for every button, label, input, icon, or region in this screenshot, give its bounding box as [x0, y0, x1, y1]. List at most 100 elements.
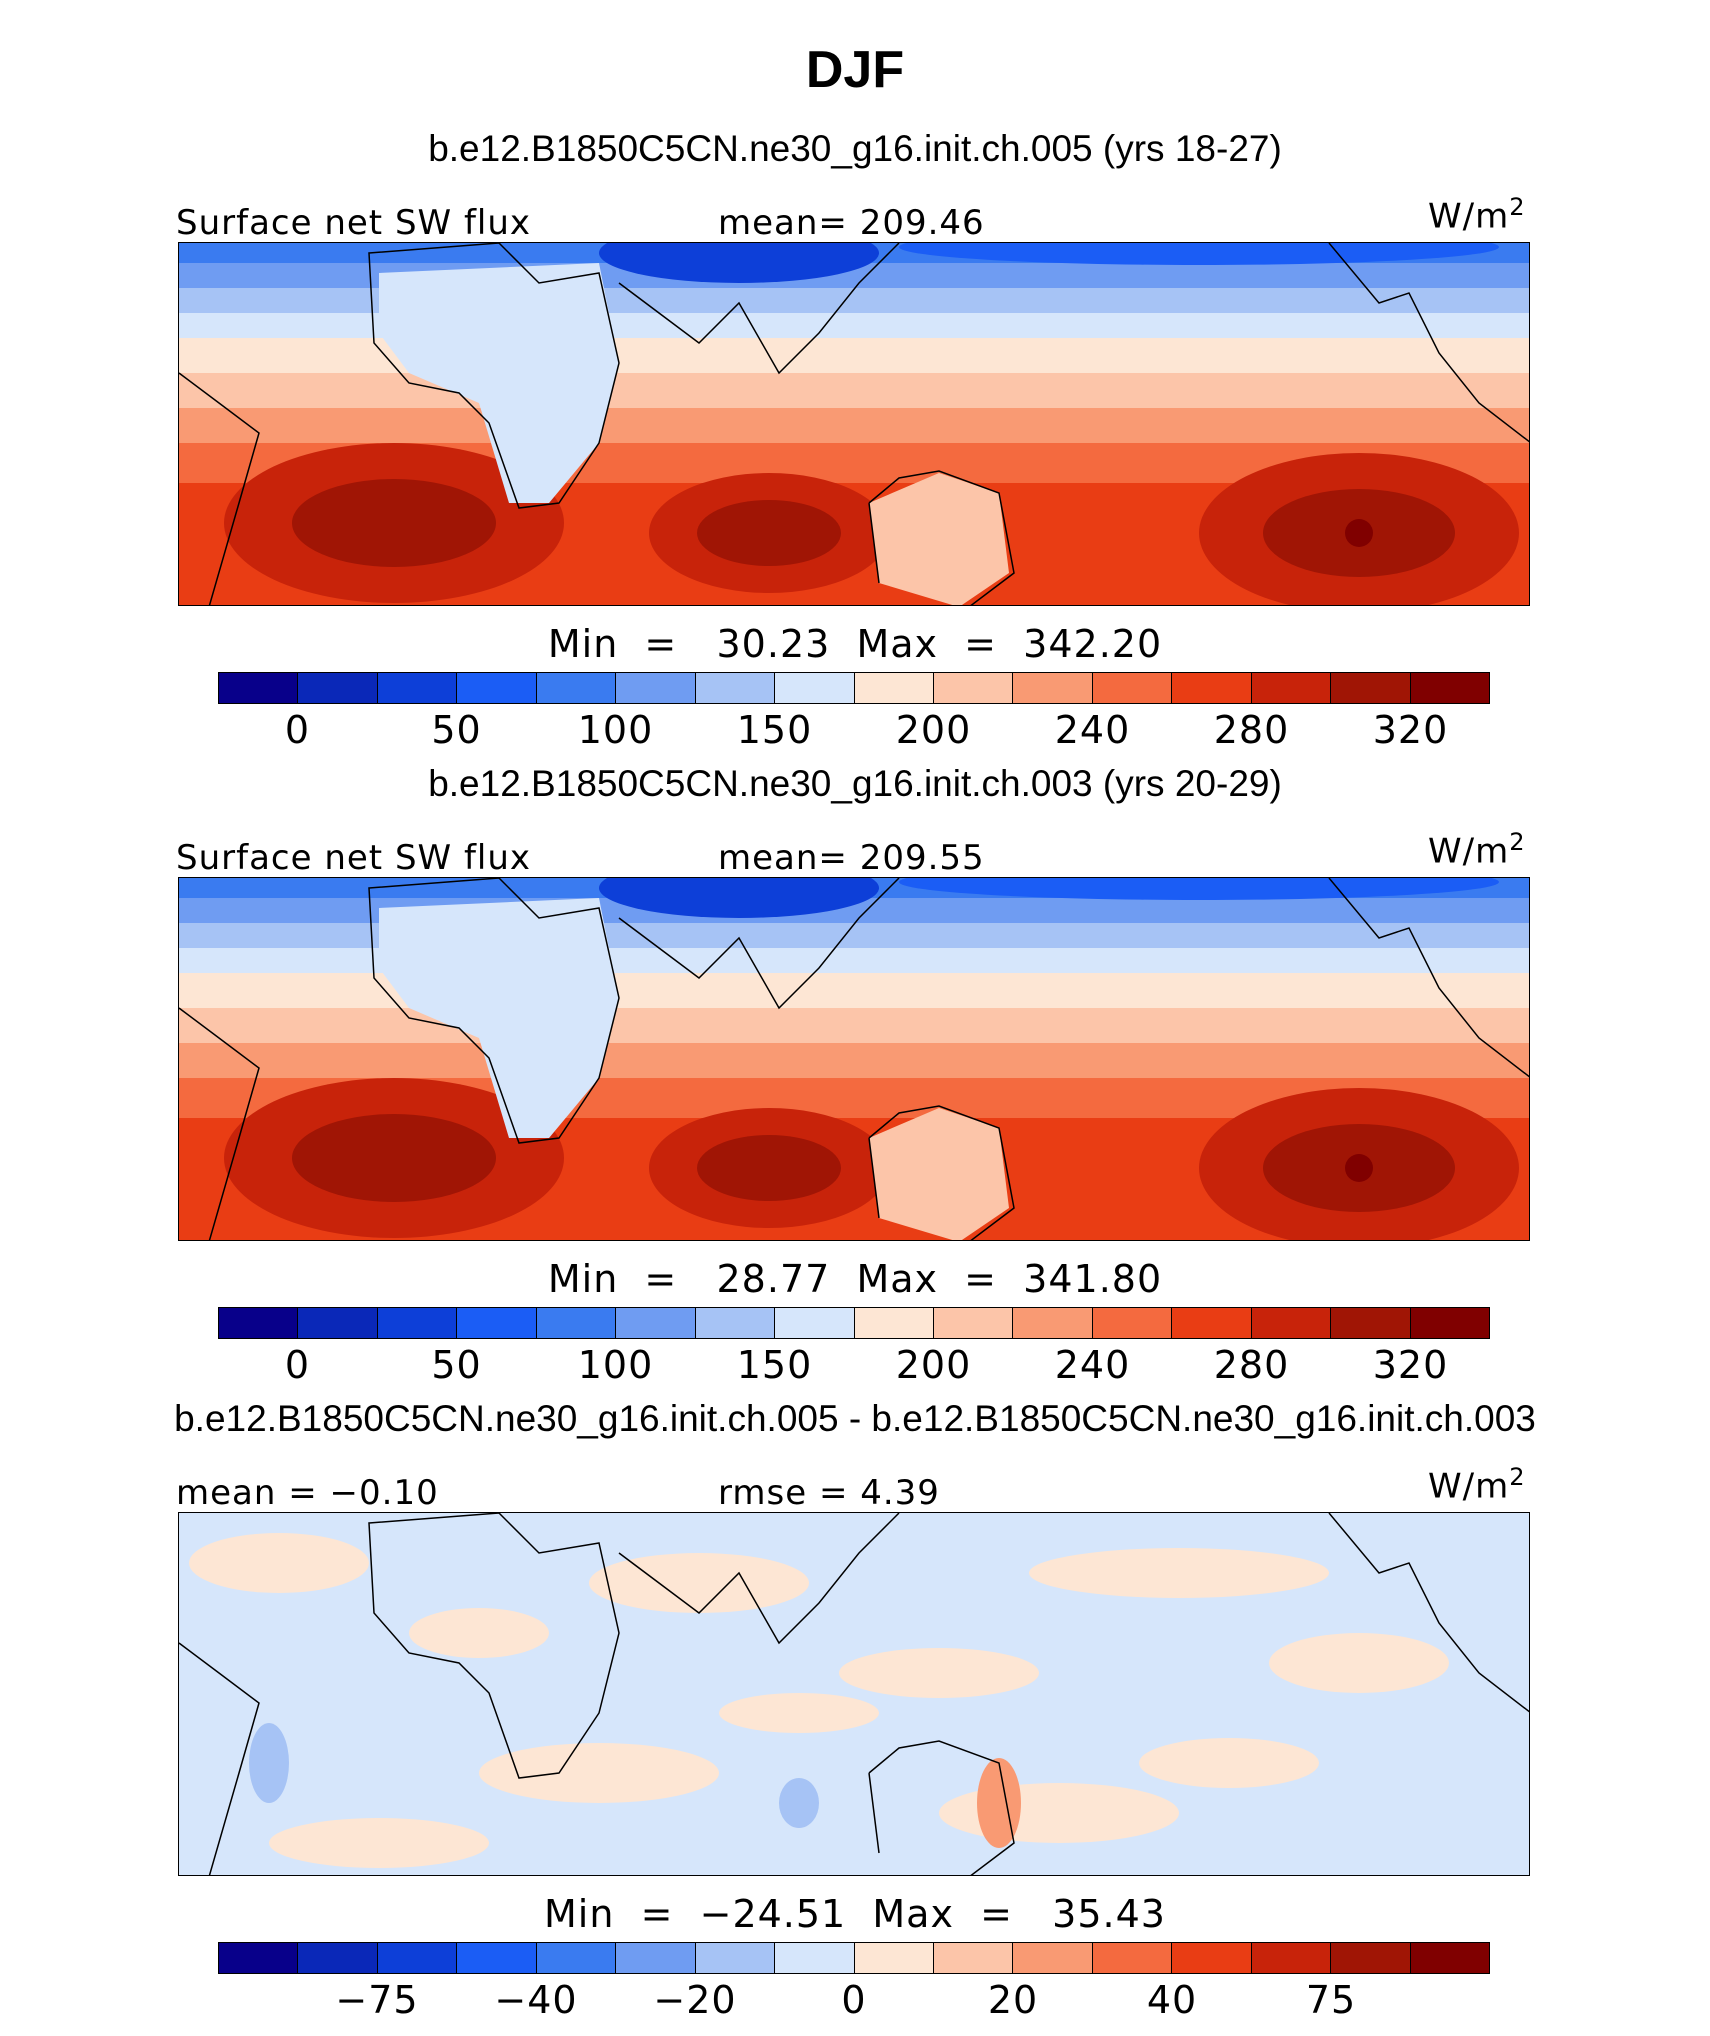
colorbar-cell: [377, 1943, 458, 1973]
colorbar-cell: [298, 673, 378, 703]
colorbar-cell: [1410, 1308, 1489, 1338]
field-band: [179, 373, 1529, 408]
panel-1-variable-label: Surface net SW flux: [176, 203, 532, 243]
figure-title: DJF: [805, 41, 905, 99]
colorbar-cell: [695, 673, 776, 703]
colorbar-tick-label: 100: [577, 1343, 654, 1387]
colorbar-cell: [1251, 673, 1332, 703]
field-patch: [599, 243, 879, 283]
colorbar-cell: [219, 1308, 299, 1338]
colorbar-tick-label: 100: [577, 708, 654, 752]
colorbar-cell: [298, 1943, 378, 1973]
colorbar-cell: [377, 673, 458, 703]
field-land-australia: [869, 473, 1009, 605]
field-patch: [479, 1743, 719, 1803]
colorbar-cell: [695, 1943, 776, 1973]
panel-3-case-title: b.e12.B1850C5CN.ne30_g16.init.ch.005 - b…: [174, 1398, 1536, 1439]
colorbar-cell: [775, 1308, 855, 1338]
field-land-australia: [869, 1108, 1009, 1240]
field-patch: [1139, 1738, 1319, 1788]
coastline-africa: [368, 243, 620, 509]
colorbar-tick-label: 320: [1372, 708, 1449, 752]
colorbar-cell: [1331, 1943, 1411, 1973]
panel-3-minmax: Min = −24.51 Max = 35.43: [544, 1892, 1166, 1936]
panel-1-colorbar: [218, 672, 1490, 704]
panel-1-units: W/m2: [1428, 193, 1526, 237]
colorbar-cell: [1013, 1943, 1093, 1973]
panel-3-contour-field: [179, 1513, 1529, 1875]
colorbar-tick-label: 280: [1213, 708, 1290, 752]
coastline-africa: [368, 878, 620, 1144]
coastline-south-america: [179, 1007, 260, 1240]
colorbar-cell: [775, 1943, 855, 1973]
colorbar-tick-label: −40: [494, 1978, 578, 2022]
colorbar-cell: [854, 1308, 934, 1338]
field-band: [179, 408, 1529, 443]
colorbar-cell: [1251, 1308, 1332, 1338]
colorbar-tick-label: 40: [1146, 1978, 1198, 2022]
colorbar-cell: [457, 673, 537, 703]
panel-2-variable-label: Surface net SW flux: [176, 838, 532, 878]
colorbar-tick-label: 0: [284, 1343, 311, 1387]
panel-3-colorbar: [218, 1942, 1490, 1974]
panel-1-map: [178, 242, 1530, 606]
coastline-australia: [868, 1105, 1015, 1240]
field-land-africa: [379, 898, 619, 1138]
colorbar-tick-label: 50: [431, 708, 482, 752]
field-patch: [1269, 1633, 1449, 1693]
colorbar-tick-label: −75: [335, 1978, 419, 2022]
panel-3-rmse-label: rmse = 4.39: [718, 1473, 940, 1513]
colorbar-cell: [1331, 1308, 1411, 1338]
colorbar-tick-label: 20: [987, 1978, 1039, 2022]
colorbar-cell: [219, 1943, 299, 1973]
panel-3-map: [178, 1512, 1530, 1876]
colorbar-tick-label: 240: [1054, 708, 1131, 752]
panel-2-colorbar: [218, 1307, 1490, 1339]
field-band: [179, 338, 1529, 373]
colorbar-cell: [1172, 1943, 1252, 1973]
coastline-australia: [868, 1740, 1015, 1875]
colorbar-cell: [616, 673, 696, 703]
field-patch: [899, 878, 1499, 900]
colorbar-cell: [1013, 1308, 1093, 1338]
field-band: [179, 973, 1529, 1008]
field-patch: [409, 1608, 549, 1658]
panel-2-case-title: b.e12.B1850C5CN.ne30_g16.init.ch.003 (yr…: [428, 763, 1282, 804]
colorbar-cell: [1251, 1943, 1332, 1973]
coastline-asia: [618, 878, 900, 1010]
field-band: [179, 1008, 1529, 1043]
field-patch: [977, 1758, 1021, 1848]
coastline-americas: [1328, 878, 1529, 1078]
colorbar-cell: [536, 673, 617, 703]
field-patch: [589, 1553, 809, 1613]
field-patch: [939, 1783, 1179, 1843]
field-patch: [189, 1533, 369, 1593]
panel-2-units: W/m2: [1428, 828, 1526, 872]
coastline-americas: [1328, 243, 1529, 443]
colorbar-cell: [219, 673, 299, 703]
panel-1-contour-field: [179, 243, 1529, 605]
field-cell: [292, 479, 496, 567]
panel-3-mean-label: mean = −0.10: [176, 1473, 439, 1513]
colorbar-cell: [1410, 673, 1489, 703]
field-cell: [697, 500, 841, 566]
field-patch: [269, 1818, 489, 1868]
colorbar-cell: [1092, 673, 1173, 703]
colorbar-tick-label: 200: [895, 1343, 972, 1387]
colorbar-cell: [616, 1943, 696, 1973]
colorbar-tick-label: 280: [1213, 1343, 1290, 1387]
colorbar-cell: [298, 1308, 378, 1338]
colorbar-cell: [1092, 1943, 1173, 1973]
field-cell: [1345, 519, 1373, 547]
colorbar-tick-label: −20: [653, 1978, 737, 2022]
colorbar-tick-label: 50: [431, 1343, 482, 1387]
colorbar-cell: [457, 1943, 537, 1973]
field-patch: [599, 878, 879, 918]
colorbar-cell: [695, 1308, 776, 1338]
colorbar-cell: [854, 1943, 934, 1973]
panel-3-units: W/m2: [1428, 1463, 1526, 1507]
colorbar-cell: [536, 1308, 617, 1338]
field-patch: [719, 1693, 879, 1733]
colorbar-cell: [616, 1308, 696, 1338]
colorbar-tick-label: 320: [1372, 1343, 1449, 1387]
